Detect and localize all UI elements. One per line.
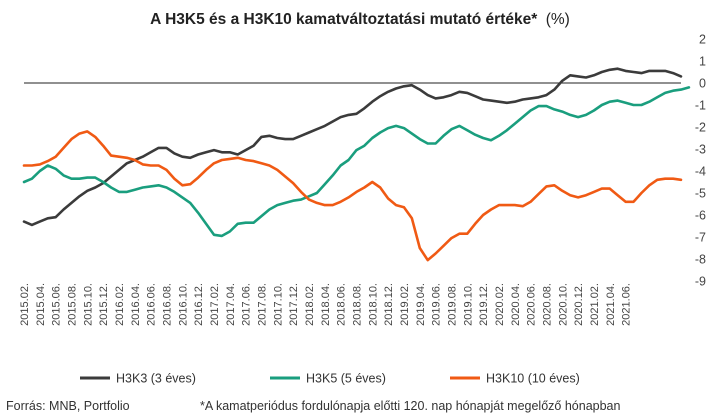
source-text: Forrás: MNB, Portfolio	[6, 399, 130, 413]
series-layer	[22, 67, 691, 262]
y-tick-label: -2	[695, 121, 706, 135]
x-tick-label: 2018.02.	[304, 283, 316, 326]
legend-label-2: H3K5 (5 éves)	[306, 372, 386, 386]
x-axis: 2015.02. 2015.04. 2015.06. 2015.08. 2015.10.…	[19, 283, 633, 326]
x-tick-label: 2015.06.	[51, 283, 63, 326]
legend-label-3: H3K10 (10 éves)	[486, 372, 580, 386]
x-tick-label: 2017.06.	[241, 283, 253, 326]
x-tick-label: 2020.06.	[526, 283, 538, 326]
x-tick-label: 2018.04.	[320, 283, 332, 326]
y-tick-label: -7	[695, 231, 706, 245]
series-line-2	[22, 86, 691, 238]
y-tick-label: -6	[695, 209, 706, 223]
x-tick-label: 2019.02.	[399, 283, 411, 326]
series-line-3	[22, 130, 683, 262]
x-tick-label: 2020.10.	[557, 283, 569, 326]
x-tick-label: 2018.12.	[383, 283, 395, 326]
x-tick-label: 2015.02.	[19, 283, 31, 326]
y-tick-label: -3	[695, 143, 706, 157]
footnote-text: *A kamatperiódus fordulónapja előtti 120…	[200, 399, 621, 413]
legend-label-1: H3K3 (3 éves)	[116, 372, 196, 386]
x-tick-label: 2021.06.	[621, 283, 633, 326]
y-tick-label: 2	[699, 33, 706, 47]
x-tick-label: 2017.08.	[257, 283, 269, 326]
x-tick-label: 2016.04.	[130, 283, 142, 326]
chart-title-unit: (%)	[546, 11, 570, 28]
x-tick-label: 2017.02.	[209, 283, 221, 326]
x-tick-label: 2019.12.	[478, 283, 490, 326]
x-tick-label: 2018.08.	[352, 283, 364, 326]
x-tick-label: 2019.04.	[415, 283, 427, 326]
x-tick-label: 2019.08.	[446, 283, 458, 326]
chart-title: A H3K5 és a H3K10 kamatváltoztatási muta…	[150, 11, 570, 28]
y-tick-label: -9	[695, 275, 706, 289]
x-tick-label: 2017.04.	[225, 283, 237, 326]
x-tick-label: 2016.02.	[114, 283, 126, 326]
x-tick-label: 2015.10.	[82, 283, 94, 326]
x-tick-label: 2017.12.	[288, 283, 300, 326]
x-tick-label: 2021.04.	[605, 283, 617, 326]
legend: H3K3 (3 éves) H3K5 (5 éves) H3K10 (10 éves…	[80, 372, 580, 386]
x-tick-label: 2016.06.	[146, 283, 158, 326]
chart-title-main: A H3K5 és a H3K10 kamatváltoztatási muta…	[150, 11, 538, 28]
x-tick-label: 2016.08.	[162, 283, 174, 326]
y-tick-label: 0	[699, 77, 706, 91]
y-tick-label: -4	[695, 165, 706, 179]
y-axis: 2 1 0 -1 -2 -3 -4 -5 -6 -7 -8 -9	[695, 33, 706, 289]
x-tick-label: 2021.02.	[589, 283, 601, 326]
x-tick-label: 2020.08.	[541, 283, 553, 326]
y-tick-label: -8	[695, 253, 706, 267]
x-tick-label: 2015.08.	[67, 283, 79, 326]
x-tick-label: 2019.06.	[431, 283, 443, 326]
x-tick-label: 2020.02.	[494, 283, 506, 326]
y-tick-label: -5	[695, 187, 706, 201]
x-tick-label: 2020.04.	[510, 283, 522, 326]
x-tick-label: 2016.12.	[193, 283, 205, 326]
x-tick-label: 2015.04.	[35, 283, 47, 326]
x-tick-label: 2018.10.	[367, 283, 379, 326]
x-tick-label: 2020.12.	[573, 283, 585, 326]
y-tick-label: -1	[695, 99, 706, 113]
series-line-1	[22, 67, 683, 227]
x-tick-label: 2017.10.	[272, 283, 284, 326]
x-tick-label: 2015.12.	[98, 283, 110, 326]
x-tick-label: 2016.10.	[177, 283, 189, 326]
x-tick-label: 2019.10.	[462, 283, 474, 326]
x-tick-label: 2018.06.	[336, 283, 348, 326]
y-tick-label: 1	[699, 55, 706, 69]
